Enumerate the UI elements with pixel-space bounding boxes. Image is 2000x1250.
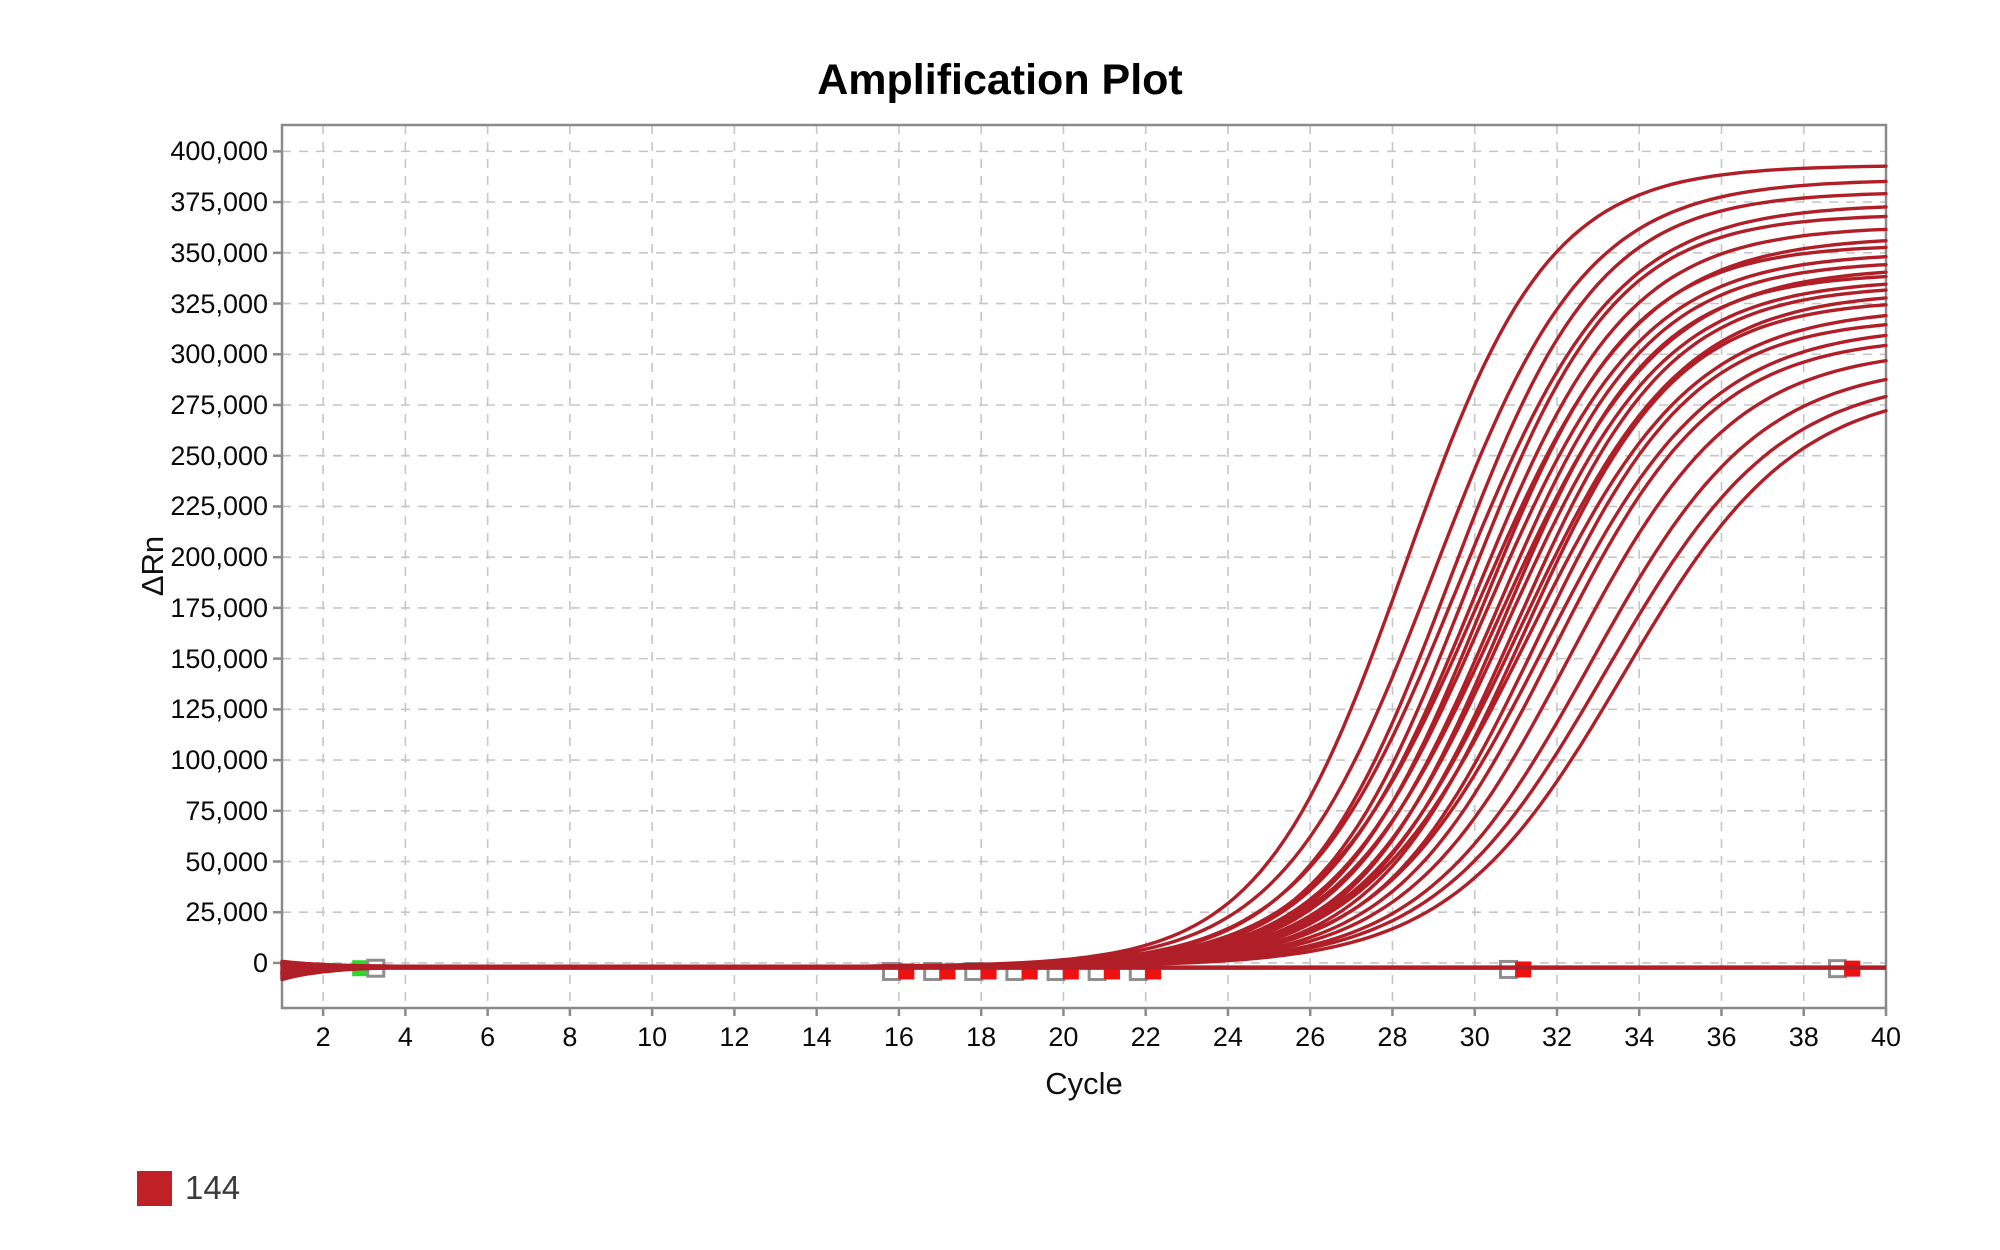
x-tick-label: 12: [719, 1022, 750, 1052]
y-tick-label: 100,000: [170, 745, 268, 776]
x-tick-label: 30: [1459, 1022, 1490, 1052]
y-tick-label: 225,000: [170, 491, 268, 522]
y-tick-label: 25,000: [185, 897, 268, 928]
x-tick-label: 2: [315, 1022, 331, 1052]
x-tick-label: 18: [966, 1022, 997, 1052]
amplification-curve: [280, 205, 1888, 978]
y-tick-label: 150,000: [170, 643, 268, 674]
amplification-curve: [280, 270, 1888, 969]
amplification-curve: [280, 179, 1888, 981]
x-tick-label: 34: [1624, 1022, 1655, 1052]
legend-sample-label[interactable]: 144: [185, 1169, 241, 1206]
y-tick-label: 50,000: [185, 846, 268, 877]
x-tick-label: 8: [562, 1022, 578, 1052]
amplification-curve: [280, 394, 1888, 976]
y-tick-label: 400,000: [170, 136, 268, 167]
plot-area[interactable]: [258, 111, 1898, 1017]
x-tick-label: 28: [1377, 1022, 1408, 1052]
x-tick-label: 20: [1048, 1022, 1079, 1052]
x-tick-label: 38: [1788, 1022, 1819, 1052]
x-tick-label: 16: [883, 1022, 914, 1052]
amplification-curve: [280, 323, 1888, 977]
amplification-curve: [280, 227, 1888, 974]
x-tick-label: 10: [637, 1022, 668, 1052]
amplification-curve: [280, 409, 1888, 969]
x-axis-title: Cycle: [1045, 1066, 1123, 1101]
x-tick-label: 40: [1870, 1022, 1902, 1052]
amplification-curve: [280, 214, 1888, 969]
y-tick-label: 200,000: [170, 542, 268, 573]
x-tick-label: 24: [1212, 1022, 1243, 1052]
y-tick-label: 250,000: [170, 440, 268, 471]
y-tick-label: 175,000: [170, 592, 268, 623]
y-tick-label: 75,000: [185, 795, 268, 826]
x-tick-label: 36: [1706, 1022, 1737, 1052]
amplification-curve: [280, 288, 1888, 969]
amplification-curve: [280, 245, 1888, 980]
x-tick-label: 14: [801, 1022, 832, 1052]
y-tick-label: 275,000: [170, 389, 268, 420]
amplification-curve: [280, 359, 1888, 969]
amplification-curve: [280, 343, 1888, 979]
y-tick-label: 300,000: [170, 339, 268, 370]
legend-color-swatch: [137, 1170, 172, 1206]
chart-title: Amplification Plot: [817, 56, 1183, 104]
y-tick-label: 325,000: [170, 288, 268, 319]
y-tick-label: 350,000: [170, 237, 268, 268]
x-tick-label: 26: [1295, 1022, 1326, 1052]
y-tick-label: 375,000: [170, 187, 268, 218]
legend: 144: [137, 1169, 240, 1207]
y-tick-label: 0: [252, 947, 268, 978]
x-tick-label: 32: [1541, 1022, 1572, 1052]
amplification-curve: [280, 333, 1888, 970]
amplification-curve: [280, 192, 1888, 969]
x-tick-label: 6: [480, 1022, 496, 1052]
plot-border: [280, 123, 1888, 1010]
x-tick-label: 4: [397, 1022, 413, 1052]
x-tick-label: 22: [1130, 1022, 1161, 1052]
amplification-curve: [280, 263, 1888, 976]
y-tick-label: 125,000: [170, 694, 268, 725]
